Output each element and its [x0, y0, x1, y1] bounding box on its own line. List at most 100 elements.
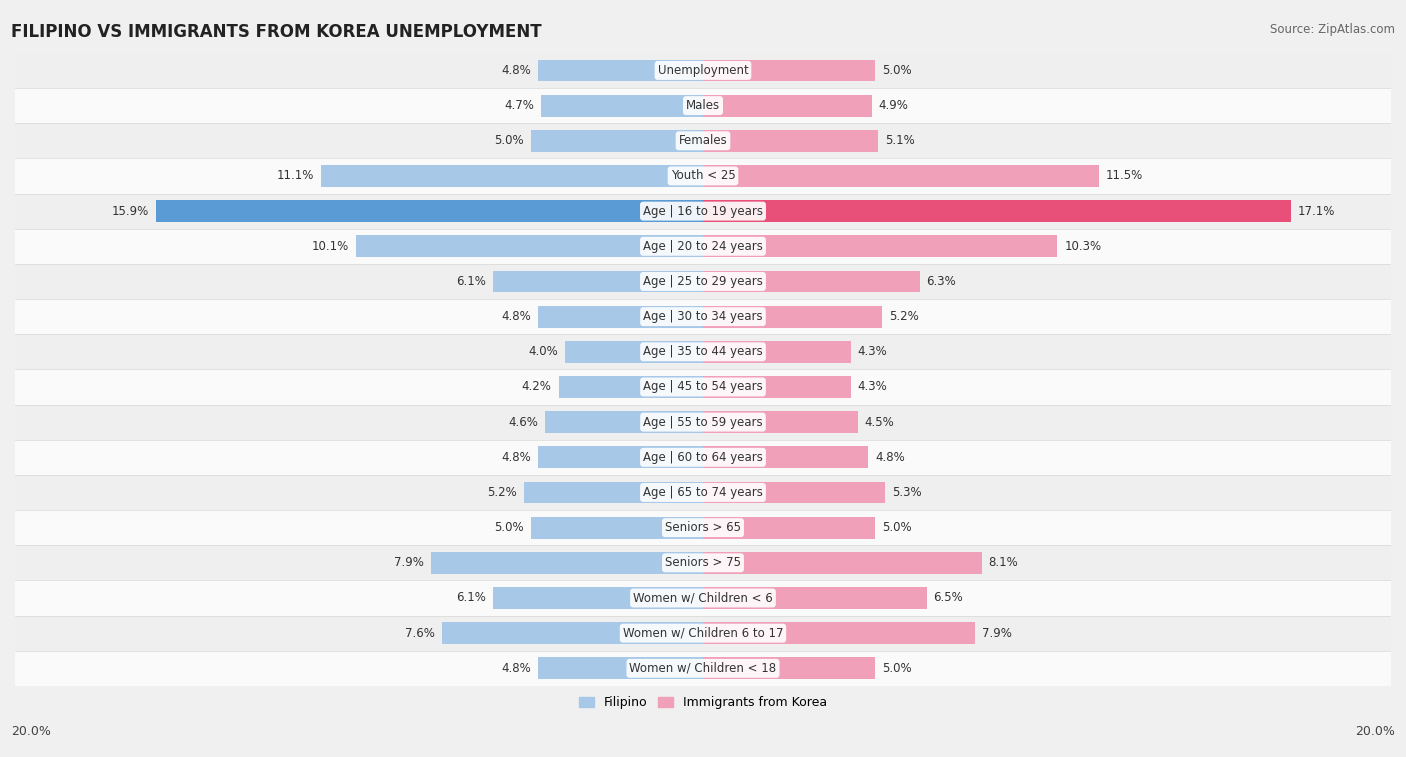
Bar: [156, 200, 703, 222]
Text: 5.0%: 5.0%: [882, 521, 911, 534]
Bar: [0, 581, 1406, 615]
Text: 8.1%: 8.1%: [988, 556, 1018, 569]
Text: 11.1%: 11.1%: [277, 170, 315, 182]
Bar: [703, 165, 1098, 187]
Bar: [494, 587, 703, 609]
Text: 4.0%: 4.0%: [529, 345, 558, 358]
Text: 5.0%: 5.0%: [495, 134, 524, 148]
Bar: [703, 587, 927, 609]
Text: 7.9%: 7.9%: [395, 556, 425, 569]
Text: 7.9%: 7.9%: [981, 627, 1011, 640]
Text: 4.7%: 4.7%: [505, 99, 534, 112]
Text: 5.2%: 5.2%: [889, 310, 918, 323]
Text: 5.0%: 5.0%: [495, 521, 524, 534]
Text: 6.1%: 6.1%: [457, 591, 486, 605]
Text: 4.8%: 4.8%: [875, 451, 904, 464]
Bar: [703, 200, 1291, 222]
Bar: [0, 299, 1406, 334]
Bar: [0, 475, 1406, 510]
Text: 6.5%: 6.5%: [934, 591, 963, 605]
Text: 4.9%: 4.9%: [879, 99, 908, 112]
Text: Source: ZipAtlas.com: Source: ZipAtlas.com: [1270, 23, 1395, 36]
Bar: [441, 622, 703, 644]
Bar: [544, 411, 703, 433]
Text: Males: Males: [686, 99, 720, 112]
Bar: [0, 440, 1406, 475]
Bar: [531, 517, 703, 538]
Bar: [703, 235, 1057, 257]
Bar: [538, 60, 703, 81]
Bar: [703, 622, 974, 644]
Bar: [0, 404, 1406, 440]
Text: Youth < 25: Youth < 25: [671, 170, 735, 182]
Bar: [703, 517, 875, 538]
Bar: [0, 53, 1406, 88]
Bar: [538, 447, 703, 469]
Bar: [703, 341, 851, 363]
Text: Age | 25 to 29 years: Age | 25 to 29 years: [643, 275, 763, 288]
Bar: [558, 376, 703, 398]
Bar: [703, 376, 851, 398]
Text: 17.1%: 17.1%: [1298, 204, 1336, 217]
Text: Age | 16 to 19 years: Age | 16 to 19 years: [643, 204, 763, 217]
Text: Women w/ Children < 6: Women w/ Children < 6: [633, 591, 773, 605]
Bar: [494, 270, 703, 292]
Text: 4.8%: 4.8%: [502, 662, 531, 674]
Text: 4.3%: 4.3%: [858, 345, 887, 358]
Text: Women w/ Children 6 to 17: Women w/ Children 6 to 17: [623, 627, 783, 640]
Bar: [0, 334, 1406, 369]
Bar: [703, 411, 858, 433]
Bar: [703, 270, 920, 292]
Text: 10.3%: 10.3%: [1064, 240, 1101, 253]
Bar: [524, 481, 703, 503]
Bar: [703, 130, 879, 151]
Text: 4.3%: 4.3%: [858, 381, 887, 394]
Bar: [0, 615, 1406, 651]
Bar: [703, 552, 981, 574]
Bar: [0, 264, 1406, 299]
Text: Women w/ Children < 18: Women w/ Children < 18: [630, 662, 776, 674]
Text: 4.8%: 4.8%: [502, 451, 531, 464]
Text: 4.5%: 4.5%: [865, 416, 894, 428]
Bar: [0, 88, 1406, 123]
Text: 5.2%: 5.2%: [488, 486, 517, 499]
Legend: Filipino, Immigrants from Korea: Filipino, Immigrants from Korea: [574, 691, 832, 715]
Bar: [0, 510, 1406, 545]
Text: Age | 45 to 54 years: Age | 45 to 54 years: [643, 381, 763, 394]
Text: Age | 30 to 34 years: Age | 30 to 34 years: [643, 310, 763, 323]
Text: 15.9%: 15.9%: [112, 204, 149, 217]
Text: Seniors > 75: Seniors > 75: [665, 556, 741, 569]
Text: 4.8%: 4.8%: [502, 64, 531, 77]
Text: Age | 65 to 74 years: Age | 65 to 74 years: [643, 486, 763, 499]
Text: 4.6%: 4.6%: [508, 416, 538, 428]
Text: 4.8%: 4.8%: [502, 310, 531, 323]
Bar: [538, 657, 703, 679]
Bar: [565, 341, 703, 363]
Text: 6.3%: 6.3%: [927, 275, 956, 288]
Text: FILIPINO VS IMMIGRANTS FROM KOREA UNEMPLOYMENT: FILIPINO VS IMMIGRANTS FROM KOREA UNEMPL…: [11, 23, 541, 41]
Text: 11.5%: 11.5%: [1105, 170, 1143, 182]
Bar: [0, 158, 1406, 194]
Text: 5.3%: 5.3%: [893, 486, 922, 499]
Text: Age | 20 to 24 years: Age | 20 to 24 years: [643, 240, 763, 253]
Bar: [0, 651, 1406, 686]
Bar: [703, 95, 872, 117]
Text: Age | 35 to 44 years: Age | 35 to 44 years: [643, 345, 763, 358]
Bar: [538, 306, 703, 328]
Bar: [703, 60, 875, 81]
Bar: [0, 545, 1406, 581]
Bar: [703, 481, 886, 503]
Bar: [0, 123, 1406, 158]
Text: 6.1%: 6.1%: [457, 275, 486, 288]
Text: Age | 55 to 59 years: Age | 55 to 59 years: [643, 416, 763, 428]
Text: Females: Females: [679, 134, 727, 148]
Text: 7.6%: 7.6%: [405, 627, 434, 640]
Bar: [0, 229, 1406, 264]
Text: 4.2%: 4.2%: [522, 381, 551, 394]
Bar: [432, 552, 703, 574]
Text: 5.0%: 5.0%: [882, 64, 911, 77]
Text: Unemployment: Unemployment: [658, 64, 748, 77]
Bar: [541, 95, 703, 117]
Bar: [531, 130, 703, 151]
Text: 20.0%: 20.0%: [11, 725, 51, 738]
